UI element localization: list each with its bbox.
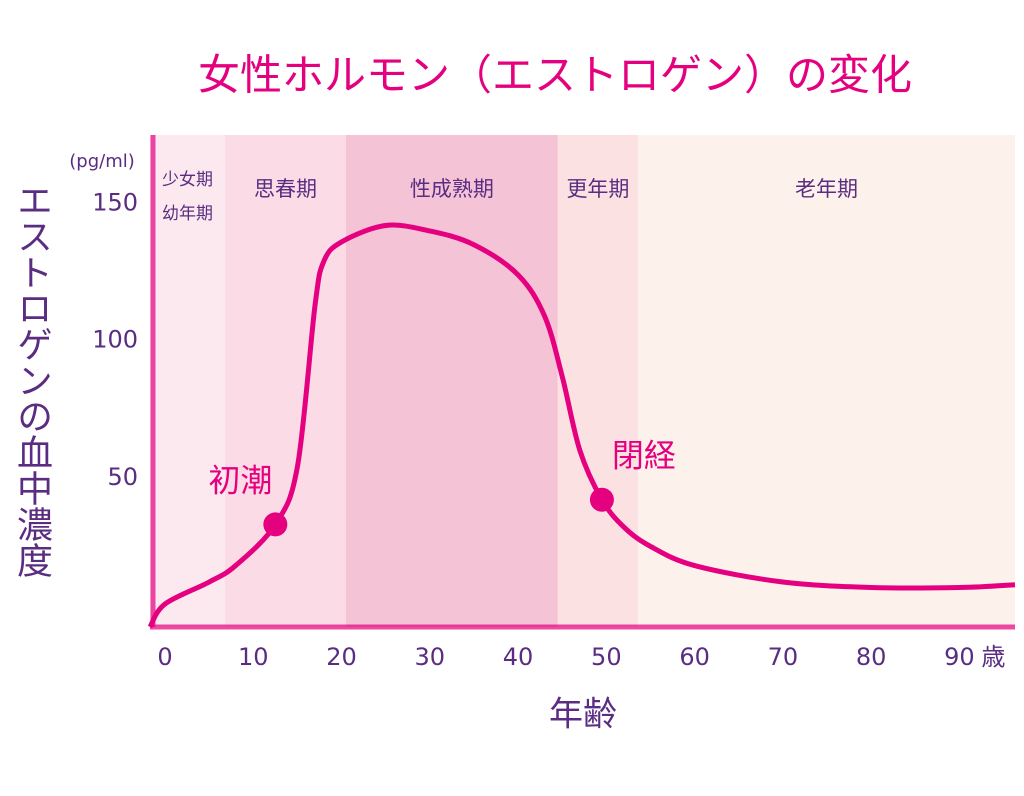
x-tick-label: 0 <box>157 643 172 671</box>
period-label: 老年期 <box>795 177 858 201</box>
y-unit: (pg/ml) <box>69 151 135 172</box>
annotation-label: 初潮 <box>208 461 272 499</box>
period-band <box>557 135 639 627</box>
y-axis-label: エストロゲンの血中濃度 <box>11 182 52 578</box>
x-tick-label: 30 <box>415 643 446 671</box>
period-band <box>150 135 226 627</box>
period-band <box>225 135 346 627</box>
period-label: 幼年期 <box>162 204 213 224</box>
annotation-label: 閉経 <box>612 437 676 475</box>
x-tick-label: 20 <box>326 643 357 671</box>
x-tick-label: 10 <box>238 643 269 671</box>
x-tick-label: 80 <box>856 643 887 671</box>
chart-title: 女性ホルモン（エストロゲン）の変化 <box>198 51 912 100</box>
x-tick-label: 50 <box>591 643 622 671</box>
y-tick-label: 100 <box>92 326 138 354</box>
x-tick-label: 40 <box>503 643 534 671</box>
annotation-point <box>589 487 614 512</box>
annotation-point <box>263 512 288 537</box>
x-tick-label: 90 <box>944 643 975 671</box>
period-label: 更年期 <box>566 177 629 201</box>
period-band <box>638 135 1015 627</box>
x-tick-label: 60 <box>679 643 710 671</box>
y-tick-label: 150 <box>92 189 138 217</box>
x-axis-label: 年齢 <box>549 695 617 735</box>
period-band <box>345 135 558 627</box>
period-label: 思春期 <box>254 177 317 201</box>
x-unit: 歳 <box>981 643 1005 671</box>
period-label: 少女期 <box>162 170 213 190</box>
y-tick-label: 50 <box>107 463 138 491</box>
period-label: 性成熟期 <box>410 177 494 201</box>
x-tick-label: 70 <box>768 643 799 671</box>
